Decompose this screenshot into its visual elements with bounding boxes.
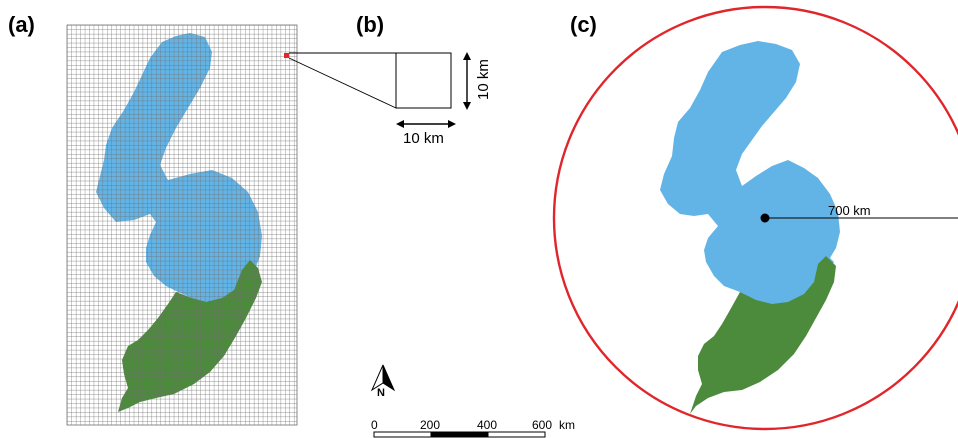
cell-width-label: 10 km — [403, 130, 444, 147]
width-dimension-arrow — [396, 120, 456, 128]
panel-a-label: (a) — [8, 12, 35, 37]
scale-tick-200: 200 — [420, 418, 441, 432]
scale-tick-400: 400 — [477, 418, 498, 432]
north-arrow-icon — [370, 364, 396, 392]
panel-a-map — [66, 24, 298, 426]
radius-circle — [552, 5, 958, 431]
scale-bar — [373, 431, 546, 438]
cell-height-label: 10 km — [475, 59, 492, 100]
radius-label: 700 km — [828, 203, 871, 218]
panel-b-label: (b) — [356, 12, 385, 37]
region-south — [690, 256, 836, 414]
panel-c-label: (c) — [570, 12, 597, 37]
scale-tick-600: 600 — [532, 418, 553, 432]
panel-c-map — [552, 5, 958, 431]
grid-overlay — [67, 25, 297, 425]
height-dimension-arrow — [463, 52, 471, 110]
region-north — [660, 41, 840, 304]
highlighted-grid-cell — [284, 53, 289, 58]
scale-unit: km — [559, 418, 575, 432]
zoomed-cell — [395, 52, 452, 109]
scale-tick-0: 0 — [371, 418, 378, 432]
north-label: N — [377, 387, 385, 399]
panel-b-cell-zoom — [288, 52, 471, 128]
center-point — [760, 213, 770, 223]
